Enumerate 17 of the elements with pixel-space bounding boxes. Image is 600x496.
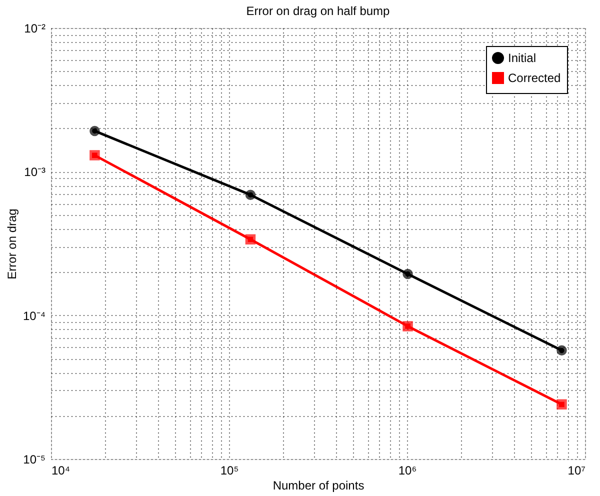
point (90, 150, 100, 160)
legend-label: Initial (508, 51, 536, 65)
y-axis-title: Error on drag (4, 208, 19, 280)
y-tick-label: 10⁻⁵ (23, 452, 46, 466)
y-tick-label: 10⁻² (24, 22, 46, 36)
chart-title: Error on drag on half bump (246, 4, 390, 18)
x-tick-label: 10⁶ (398, 464, 417, 478)
x-axis-title: Number of points (272, 478, 364, 492)
y-tick-label: 10⁻⁴ (22, 308, 46, 323)
point (245, 234, 256, 244)
point (245, 190, 256, 200)
point (556, 399, 567, 410)
x-tick-label: 10⁷ (568, 464, 586, 478)
y-tick-label: 10⁻³ (24, 165, 46, 180)
legend-label: Corrected (508, 71, 561, 85)
x-tick-label: 10⁵ (220, 464, 239, 478)
x-tick-label: 10⁴ (52, 464, 70, 478)
